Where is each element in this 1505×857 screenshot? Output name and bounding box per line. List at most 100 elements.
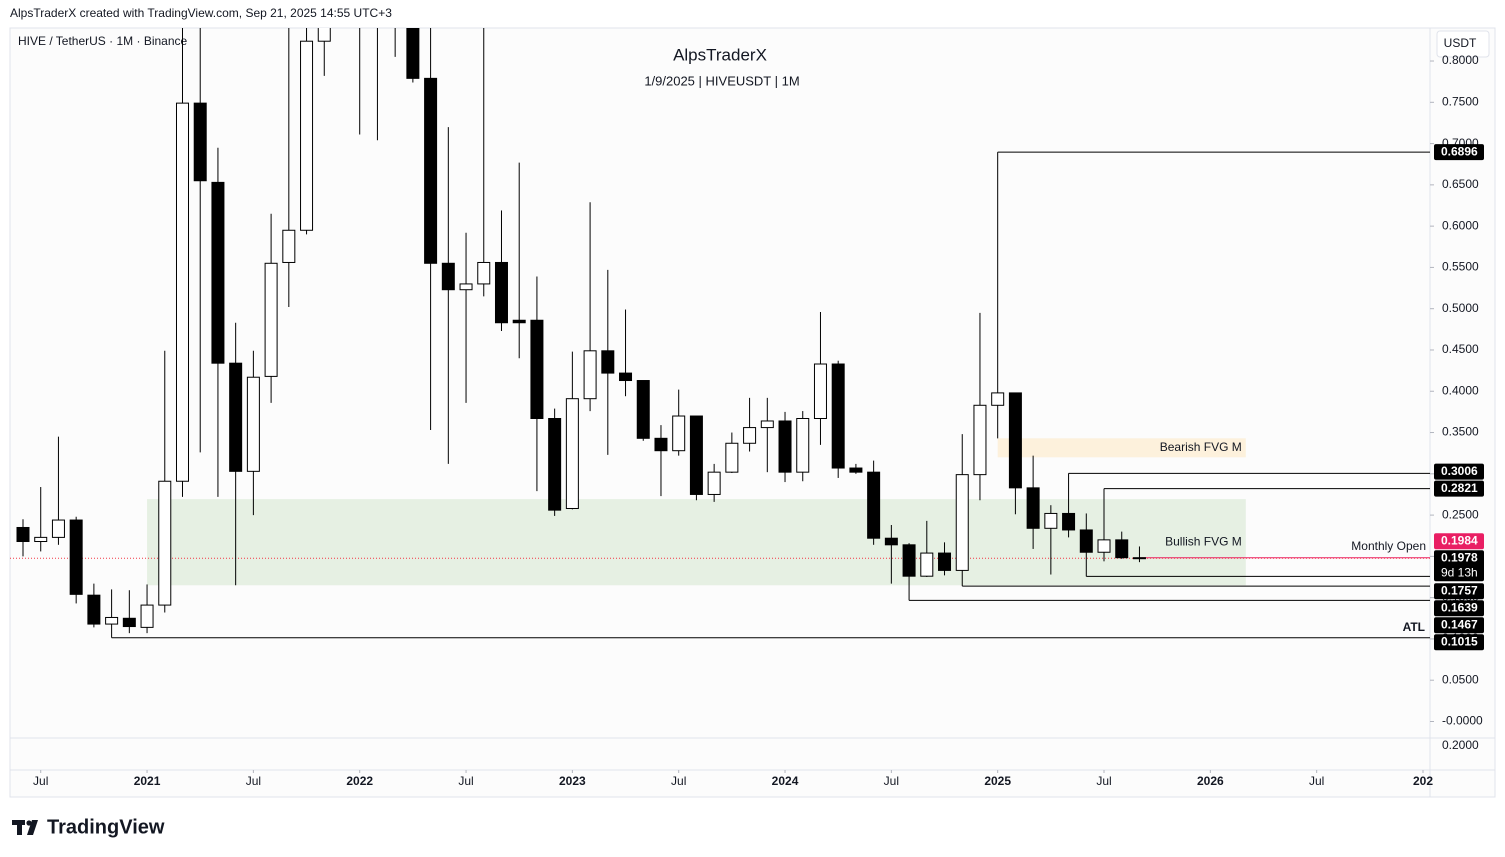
price-label: 0.6896 — [1441, 144, 1478, 158]
y-tick-label: 0.3500 — [1442, 425, 1479, 439]
credit: AlpsTraderX created with TradingView.com… — [10, 6, 392, 20]
x-tick-label: Jul — [246, 774, 261, 788]
candle-body — [902, 544, 916, 577]
candle-body — [105, 616, 119, 625]
x-tick-label: Jul — [884, 774, 899, 788]
price-label-bg — [1434, 583, 1484, 600]
candle-body — [87, 594, 101, 625]
logo-icon-dot — [26, 820, 32, 826]
x-tick-label: Jul — [671, 774, 686, 788]
x-tick-label: 2023 — [559, 774, 586, 788]
candle-body — [1026, 487, 1040, 529]
candle-body — [619, 372, 633, 382]
x-tick-label: Jul — [1309, 774, 1324, 788]
currency-button-bg[interactable] — [1436, 30, 1490, 58]
y-tick-label: 0.8000 — [1442, 53, 1479, 67]
candle-body — [211, 181, 225, 364]
price-label: 0.2821 — [1441, 481, 1478, 495]
y-tick-label: 0.6500 — [1442, 177, 1479, 191]
price-label-bg — [1434, 463, 1484, 480]
candle-body — [282, 229, 296, 263]
candle-body — [849, 467, 863, 473]
logo-icon-stem — [17, 820, 22, 835]
logo: TradingView — [12, 816, 165, 838]
currency-button[interactable]: USDT — [1436, 30, 1490, 58]
x-tick-label: 2024 — [772, 774, 799, 788]
y-tick-label: 0.4500 — [1442, 342, 1479, 356]
y-tick-label: 0.0500 — [1442, 672, 1479, 686]
candle-body — [1115, 539, 1129, 559]
candle-body — [565, 398, 579, 509]
fvg-zone — [997, 438, 1246, 458]
candle-body — [193, 102, 207, 182]
candle-body — [831, 363, 845, 469]
plot-area: Bearish FVG M Bullish FVG M ATL Monthly Ope… — [10, 28, 1430, 639]
price-label: 0.1015 — [1441, 634, 1478, 648]
price-label: 0.3006 — [1441, 464, 1478, 478]
candle-body — [725, 442, 739, 473]
candle-body — [1097, 539, 1111, 553]
x-tick-label: Jul — [1096, 774, 1111, 788]
x-tick-label: 2025 — [984, 774, 1011, 788]
price-label-bg — [1434, 634, 1484, 651]
fvg-zone-label: Bearish FVG M — [1160, 440, 1242, 454]
candle-body — [672, 415, 686, 452]
candle-body — [1044, 512, 1058, 529]
price-label-bg — [1434, 144, 1484, 161]
candle-body — [51, 519, 65, 538]
y-tick-label: 0.4000 — [1442, 383, 1479, 397]
candle-body — [477, 261, 491, 285]
candle-body — [884, 537, 898, 546]
candle-body — [246, 376, 260, 472]
price-label-bg — [1434, 550, 1484, 582]
candle-body — [122, 617, 136, 628]
candle-body — [406, 28, 420, 79]
logo-text: TradingView — [47, 816, 165, 838]
candle-body — [867, 471, 881, 539]
lower-pane-tick-label: 0.2000 — [1442, 738, 1479, 752]
candle-body — [1132, 557, 1146, 560]
candle-body — [938, 552, 952, 571]
candle-body — [636, 380, 650, 439]
x-tick-label: 2021 — [134, 774, 161, 788]
y-tick-label: 0.6000 — [1442, 218, 1479, 232]
price-label: 0.1467 — [1441, 617, 1478, 631]
candle-body — [760, 420, 774, 429]
y-tick-label: 0.7500 — [1442, 94, 1479, 108]
candle-body — [707, 471, 721, 495]
chart-subtitle: 1/9/2025 | HIVEUSDT | 1M — [644, 73, 799, 88]
currency-label[interactable]: USDT — [1444, 36, 1477, 50]
countdown-label: 9d 13h — [1441, 565, 1478, 579]
candle-body — [300, 40, 314, 231]
fvg-zone-label: Bullish FVG M — [1165, 534, 1242, 548]
price-label: 0.1984 — [1441, 533, 1478, 547]
y-tick-label: 0.5000 — [1442, 301, 1479, 315]
candle-body — [920, 552, 934, 577]
candle-body — [158, 480, 172, 606]
candle-body — [441, 262, 455, 291]
monthly-open-label: Monthly Open — [1351, 539, 1426, 553]
candle-body — [689, 415, 703, 495]
candle-body — [548, 418, 562, 511]
candle-body — [583, 350, 597, 400]
candle-body — [973, 404, 987, 476]
candle-body — [459, 283, 473, 291]
price-label-bg — [1434, 600, 1484, 617]
candle-body — [34, 536, 48, 543]
chart-title: AlpsTraderX — [673, 45, 767, 64]
price-label: 0.1978 — [1441, 550, 1478, 564]
candle-body — [601, 350, 615, 374]
candle-body — [264, 262, 278, 377]
price-label-bg — [1434, 617, 1484, 634]
x-tick-label: 2022 — [346, 774, 373, 788]
candle-body — [654, 437, 668, 452]
candle-body — [512, 319, 526, 324]
x-tick-label: 202 — [1413, 774, 1433, 788]
candle-body — [424, 77, 438, 264]
candle-body — [991, 392, 1005, 406]
candle-body — [1008, 392, 1022, 489]
candle-body — [796, 418, 810, 473]
price-label-bg — [1434, 533, 1484, 550]
